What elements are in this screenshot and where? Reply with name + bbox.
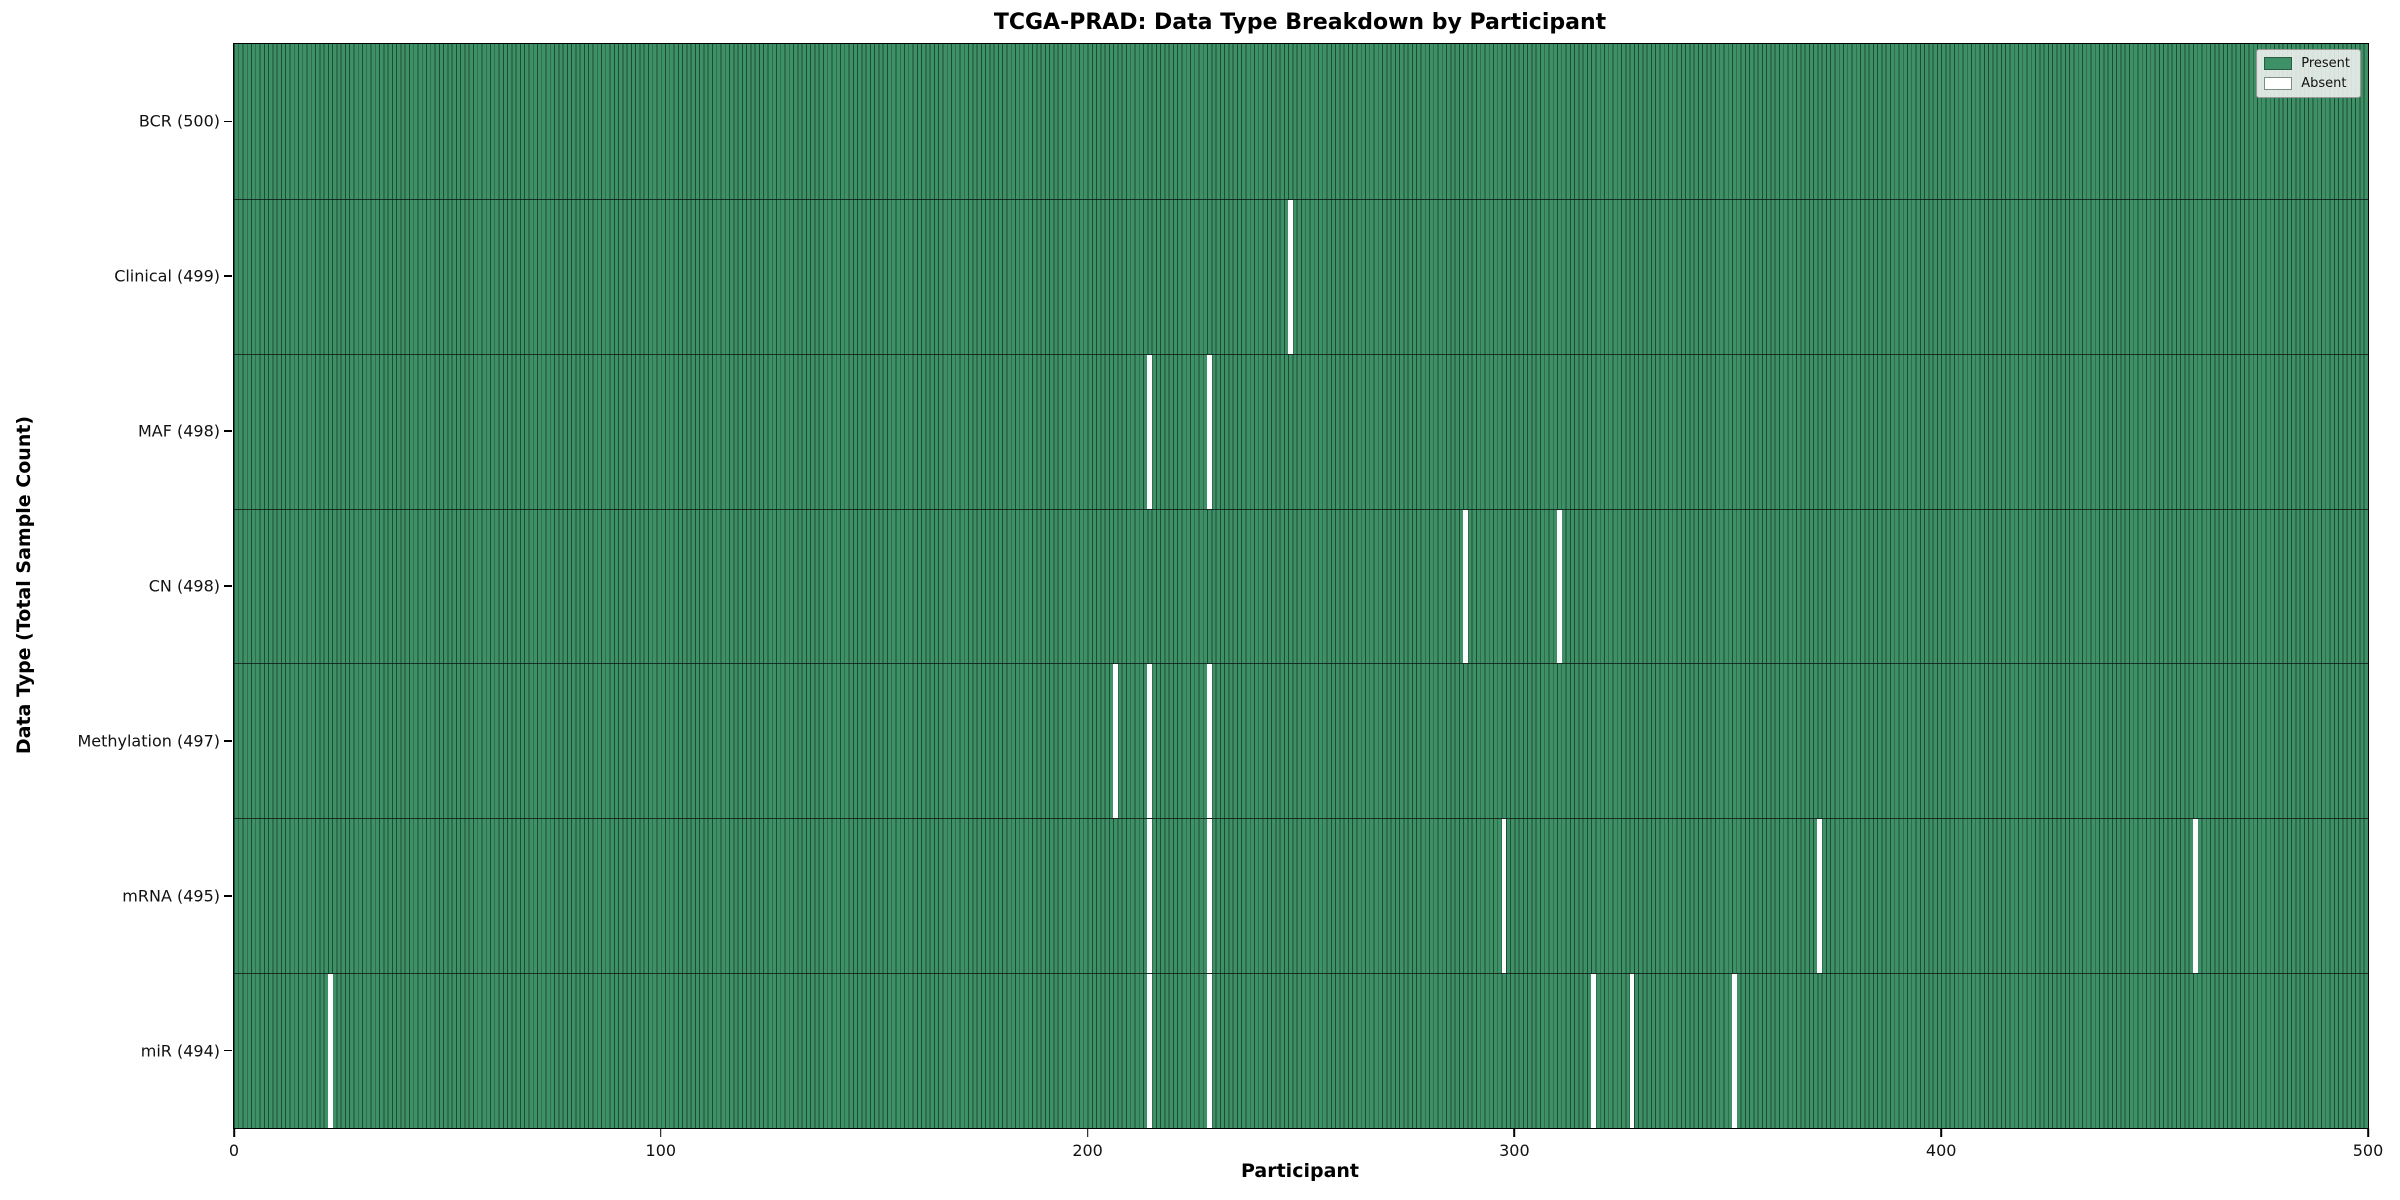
absent-stripe-methylation-228 [1207,664,1212,819]
y-tick-label-bcr: BCR (500) [138,111,220,131]
y-axis-label: Data Type (Total Sample Count) [13,415,35,755]
absent-stripe-mrna-228 [1207,819,1212,974]
legend-swatch-absent [2264,77,2293,90]
y-tick [224,1049,232,1052]
x-tick-label-100: 100 [645,1141,677,1160]
x-tick [2367,1129,2369,1137]
chart-title: TCGA-PRAD: Data Type Breakdown by Partic… [993,10,1607,35]
plot-area: Present Absent BCR (500) Clinical (499) MAF… [77,43,2383,1160]
absent-stripe-maf-214 [1147,354,1153,509]
y-tick [224,585,232,587]
absent-stripe-mir-318 [1591,974,1597,1128]
absent-stripe-mir-214 [1147,974,1153,1128]
absent-stripe-mrna-214 [1147,819,1153,974]
row-maf [234,353,2368,509]
x-tick [660,1129,662,1137]
y-tick-label-mrna: mRNA (495) [122,886,220,906]
absent-stripe-methylation-206 [1113,664,1119,819]
row-methylation [234,663,2368,819]
y-tick [224,894,232,897]
y-tick-label-clinical: Clinical (499) [114,266,220,286]
absent-stripe-mir-22 [327,974,333,1128]
x-tick [1513,1129,1516,1137]
absent-stripe-mrna-297 [1501,819,1507,974]
row-mir [234,973,2368,1128]
absent-stripe-mir-228 [1207,974,1212,1128]
row-mrna [234,818,2368,974]
y-tick [224,120,232,123]
row-clinical [234,198,2368,354]
x-axis-label: Participant [1240,1160,1360,1182]
absent-stripe-cn-310 [1557,509,1562,664]
row-cn [234,508,2368,664]
absent-stripe-methylation-214 [1147,664,1153,819]
x-tick-label-0: 0 [228,1141,240,1160]
absent-stripe-maf-228 [1207,354,1212,509]
legend-swatch-present [2264,57,2293,70]
absent-stripe-cn-288 [1463,509,1469,664]
absent-stripe-mir-351 [1732,974,1737,1128]
absent-stripe-mir-327 [1629,974,1635,1128]
y-tick-label-cn: CN (498) [148,576,220,596]
legend-label: Absent [2301,76,2347,91]
legend-entry-present: Present [2264,56,2350,71]
y-tick [224,275,232,278]
x-tick [233,1129,235,1137]
legend-label: Present [2301,56,2350,71]
x-tick-label-400: 400 [1925,1141,1957,1160]
x-tick [1086,1129,1089,1137]
x-tick-label-300: 300 [1499,1141,1530,1160]
y-tick-label-maf: MAF (498) [137,421,220,441]
y-tick-label-mir: miR (494) [140,1041,220,1061]
absent-stripe-mrna-459 [2193,819,2198,974]
legend-entry-absent: Absent [2264,76,2350,91]
y-tick [224,740,232,742]
x-tick-label-200: 200 [1072,1141,1103,1160]
y-tick-label-methylation: Methylation (497) [77,731,220,751]
x-tick [1940,1129,1942,1137]
legend: Present Absent [2256,49,2361,98]
absent-stripe-clinical-247 [1288,199,1294,354]
x-tick-label-500: 500 [2352,1141,2384,1160]
row-bcr [234,44,2368,199]
y-tick [224,430,232,432]
absent-stripe-mrna-371 [1817,819,1823,974]
